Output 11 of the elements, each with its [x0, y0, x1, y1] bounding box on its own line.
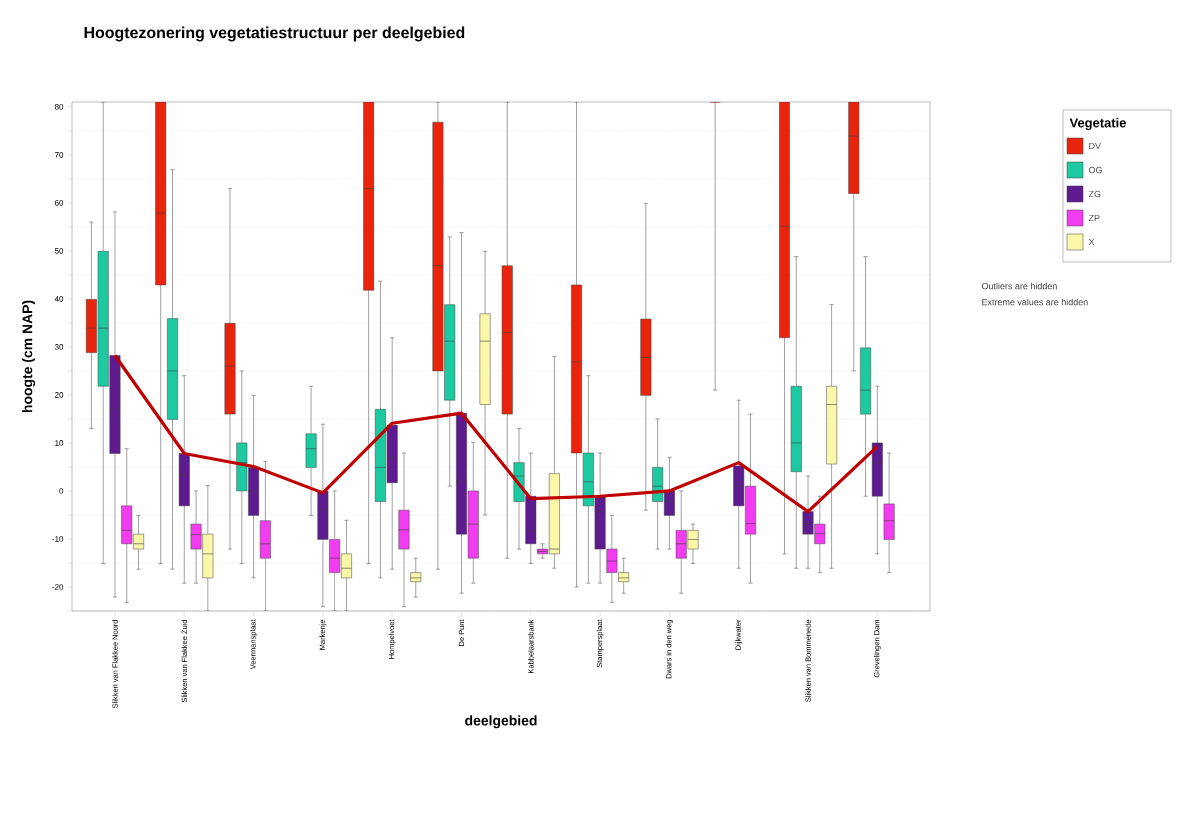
text: Outliers are hidden — [981, 282, 1057, 290]
legend-label: OG — [1088, 166, 1102, 174]
legend-label: ZP — [1088, 214, 1100, 222]
legend-label: ZG — [1088, 190, 1101, 198]
y-axis-title: hoogte (cm NAP) — [22, 300, 36, 413]
x-axis-title: deelgebied — [465, 715, 537, 729]
legend-label: DV — [1089, 142, 1101, 150]
chart-title: Hoogtezonering vegetatiestructuur per deelgebied — [84, 26, 465, 42]
legend-label: X — [1088, 238, 1095, 246]
text: Extreme values are hidden — [982, 298, 1088, 306]
legend-title: Vegetatie — [1069, 117, 1126, 131]
